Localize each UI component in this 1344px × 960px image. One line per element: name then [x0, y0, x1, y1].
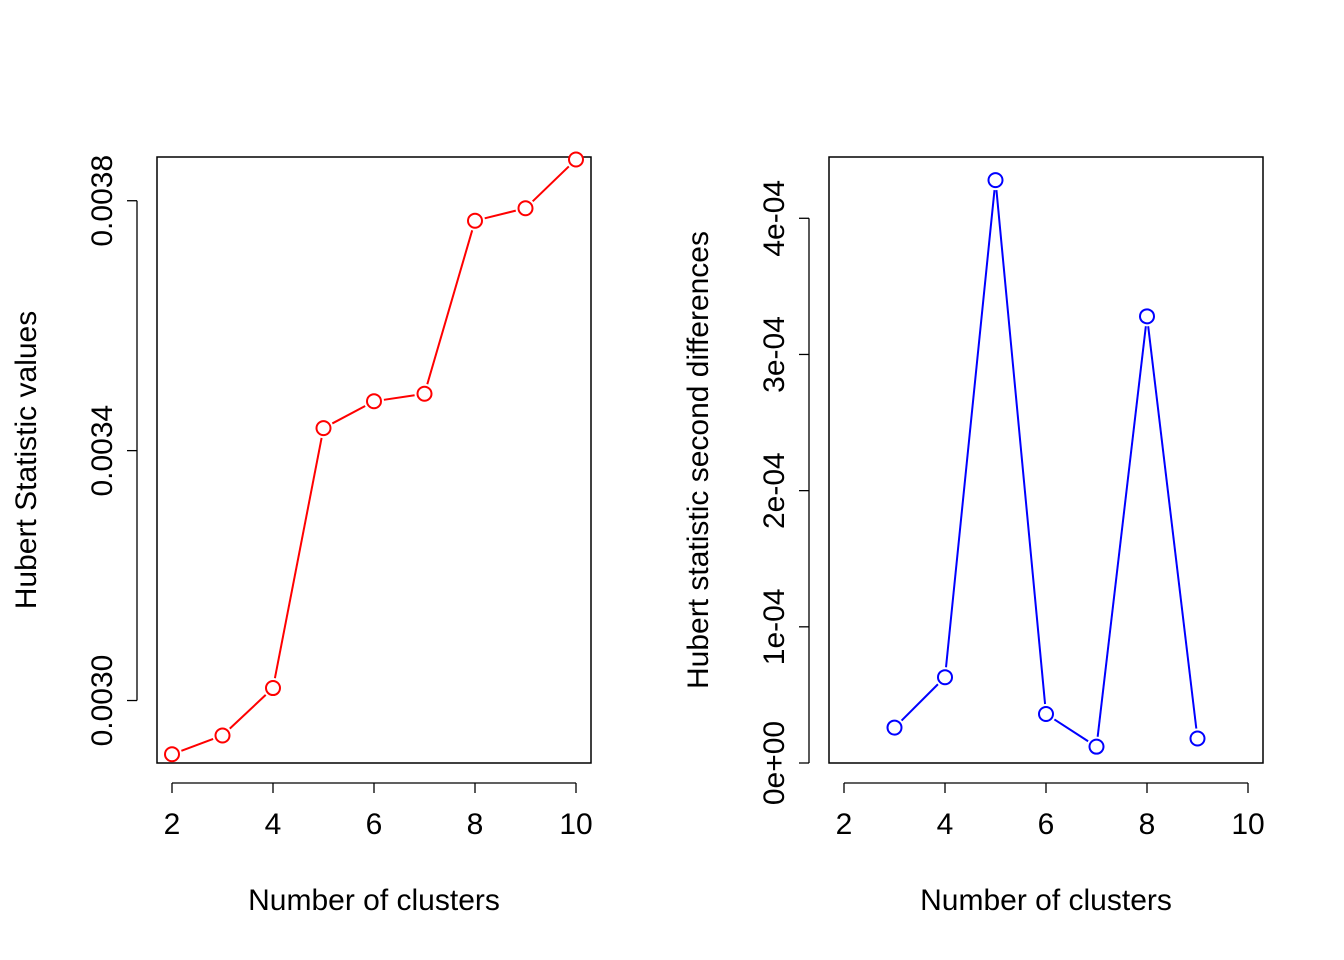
data-point	[517, 200, 534, 217]
data-point	[214, 727, 231, 744]
x-tick-label: 6	[366, 808, 383, 841]
x-axis-title: Number of clusters	[248, 884, 500, 917]
data-point	[937, 669, 953, 686]
y-tick-label: 0.0038	[86, 155, 119, 247]
data-point	[366, 393, 382, 410]
x-tick-label: 10	[559, 808, 592, 841]
data-point	[164, 746, 180, 763]
y-tick-label: 0.0030	[86, 655, 119, 747]
x-tick-label: 8	[467, 808, 484, 841]
data-point	[467, 212, 483, 229]
x-axis-title: Number of clusters	[920, 884, 1172, 917]
plot-frame	[156, 156, 592, 764]
series-line-segment	[229, 694, 267, 730]
data-point	[1088, 738, 1105, 755]
data-point	[265, 680, 281, 697]
plot-frame	[828, 156, 1264, 764]
x-tick-label: 4	[265, 808, 282, 841]
series-line-segment	[1147, 326, 1198, 729]
y-tick-label: 4e-04	[758, 180, 791, 257]
y-tick-label: 0e+00	[758, 721, 791, 805]
series-line-segment	[331, 405, 366, 425]
data-point	[1139, 308, 1155, 325]
data-point	[886, 719, 903, 736]
y-axis-title: Hubert statistic second differences	[682, 231, 715, 689]
x-tick-label: 4	[937, 808, 954, 841]
x-tick-label: 6	[1038, 808, 1055, 841]
y-tick-label: 0.0034	[86, 405, 119, 497]
data-point	[416, 385, 433, 402]
data-point	[1189, 730, 1206, 747]
y-tick-label: 2e-04	[758, 452, 791, 529]
series-line-segment	[1096, 326, 1147, 737]
data-point	[315, 420, 332, 437]
x-tick-label: 10	[1231, 808, 1264, 841]
x-tick-label: 8	[1139, 808, 1156, 841]
series-line-segment	[532, 165, 570, 203]
series-line-segment	[273, 437, 323, 679]
series-line-segment	[484, 209, 517, 220]
y-tick-label: 1e-04	[758, 588, 791, 665]
y-axis-title: Hubert Statistic values	[10, 311, 43, 609]
x-tick-label: 2	[164, 808, 181, 841]
series-line-segment	[383, 394, 415, 401]
series-line-segment	[181, 738, 214, 752]
y-tick-label: 3e-04	[758, 316, 791, 393]
data-point	[1038, 705, 1054, 722]
data-point	[987, 172, 1004, 189]
series-line-segment	[995, 190, 1047, 705]
data-point	[568, 151, 584, 168]
x-tick-label: 2	[836, 808, 853, 841]
series-line-segment	[900, 683, 939, 722]
series-line-segment	[945, 189, 996, 668]
series-line-segment	[426, 230, 474, 385]
hubert-second-differences-panel: 2 4 6 8 10 Number of clusters 0e+00 1e-04 2e-04 3…	[682, 156, 1265, 917]
series-line-segment	[1053, 718, 1089, 743]
hubert-statistic-panel: 2 4 6 8 10 Number of clusters 0.0030 0.0034 0.00…	[10, 151, 593, 917]
